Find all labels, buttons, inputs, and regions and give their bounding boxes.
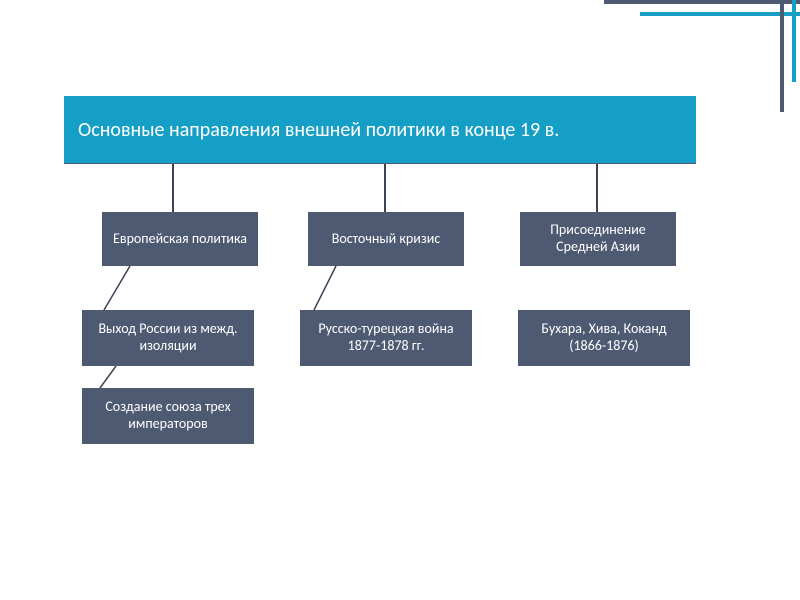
node-n6: Бухара, Хива, Коканд (1866-1876) [518,310,690,366]
node-n1: Европейская политика [102,212,258,266]
node-n4: Выход России из межд. изоляции [82,310,254,366]
deco-bar-right-light [792,0,796,82]
edge [0,0,800,600]
node-n2: Восточный кризис [308,212,464,266]
slide-canvas: Основные направления внешней политики в … [0,0,800,600]
edge [596,164,598,212]
slide-title: Основные направления внешней политики в … [64,96,696,164]
slide-title-text: Основные направления внешней политики в … [78,118,559,142]
edge [0,0,800,600]
node-n7: Создание союза трех императоров [82,388,254,444]
deco-bar-top-light [640,12,800,16]
node-n5: Русско-турецкая война 1877-1878 гг. [300,310,472,366]
edge [172,164,174,212]
node-n3: Присоединение Средней Азии [520,212,676,266]
deco-bar-right-dark [780,0,784,112]
edge [0,0,800,600]
edge [384,164,386,212]
deco-bar-top-dark [604,0,800,4]
title-bottom-line [64,163,696,164]
